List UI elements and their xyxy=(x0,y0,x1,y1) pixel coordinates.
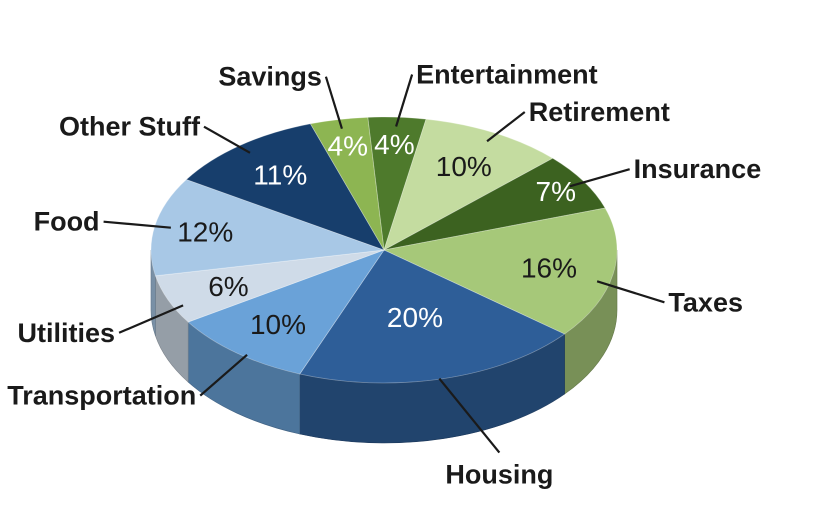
leader-line-housing xyxy=(438,377,501,454)
percent-label-housing: 20% xyxy=(387,302,443,333)
pie-slice-utilities xyxy=(154,249,385,323)
leader-line-savings xyxy=(324,76,343,129)
leader-line-utilities xyxy=(118,304,184,334)
category-label-transportation: Transportation xyxy=(7,381,196,411)
pie-slice-taxes xyxy=(382,207,618,335)
pie-slice-retirement xyxy=(383,118,554,251)
category-label-food: Food xyxy=(34,207,100,237)
leader-line-other-stuff xyxy=(203,125,251,154)
pie-side-walls xyxy=(150,249,618,444)
pie-slice-other-stuff xyxy=(185,123,385,251)
percent-label-entertainment: 4% xyxy=(374,129,414,160)
leader-line-transportation xyxy=(199,354,248,397)
percent-label-transportation: 10% xyxy=(250,309,306,340)
category-label-utilities: Utilities xyxy=(18,318,116,348)
leader-line-entertainment xyxy=(395,74,414,127)
category-label-housing: Housing xyxy=(445,460,553,490)
category-label-retirement: Retirement xyxy=(529,97,670,127)
leader-line-food xyxy=(103,220,171,229)
leader-line-taxes xyxy=(596,280,665,304)
percent-label-savings: 4% xyxy=(328,131,368,162)
leader-lines xyxy=(103,74,665,454)
leader-line-retirement xyxy=(486,111,526,143)
leader-line-insurance xyxy=(569,168,630,188)
category-label-savings: Savings xyxy=(218,62,322,92)
category-label-other-stuff: Other Stuff xyxy=(59,112,201,142)
percent-label-insurance: 7% xyxy=(536,176,576,207)
percent-label-taxes: 16% xyxy=(521,252,577,283)
percent-labels: 4%10%7%16%20%10%6%12%11%4% xyxy=(177,129,577,340)
percent-label-food: 12% xyxy=(177,216,233,247)
pie-slice-transportation xyxy=(187,249,386,375)
pie-top-faces xyxy=(150,116,618,384)
category-label-entertainment: Entertainment xyxy=(416,60,598,90)
category-labels: Entertainment Retirement Insurance Taxes Hou… xyxy=(7,60,761,490)
pie-slice-entertainment xyxy=(367,116,427,251)
category-label-taxes: Taxes xyxy=(668,287,743,317)
percent-label-utilities: 6% xyxy=(208,271,248,302)
pie-slice-housing xyxy=(299,249,566,384)
category-label-insurance: Insurance xyxy=(634,154,762,184)
percent-label-other-stuff: 11% xyxy=(253,160,307,191)
percent-label-retirement: 10% xyxy=(436,151,492,182)
